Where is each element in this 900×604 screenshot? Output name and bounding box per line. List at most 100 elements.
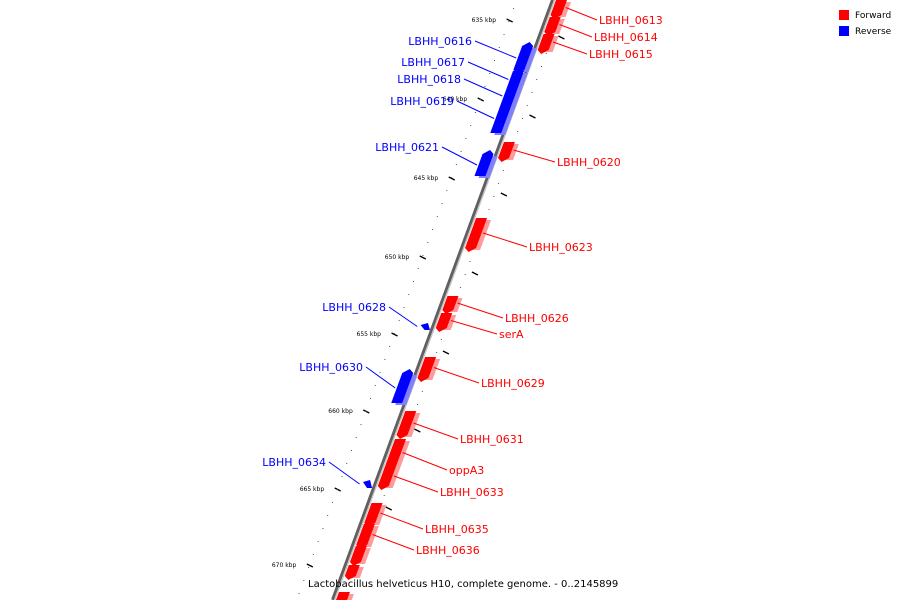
gene-leader-line: [365, 366, 396, 389]
tick-label: 665 kbp: [300, 486, 325, 493]
tick-label: 645 kbp: [414, 175, 439, 182]
minor-tick: [508, 21, 510, 22]
minor-tick: [322, 528, 324, 529]
minor-tick: [398, 320, 400, 321]
tick-label: 635 kbp: [472, 17, 497, 24]
gene-feature: [465, 218, 492, 252]
gene-label: LBHH_0629: [481, 377, 545, 390]
gene-label: LBHH_0623: [529, 241, 593, 254]
minor-tick: [517, 131, 519, 132]
tick-label: 650 kbp: [385, 254, 410, 261]
gene-leader-line: [513, 149, 556, 163]
minor-tick: [498, 183, 500, 184]
tick-mark: [306, 563, 314, 568]
legend-reverse-swatch: [839, 26, 849, 36]
minor-tick: [545, 53, 547, 54]
gene-features: [335, 0, 571, 604]
minor-tick: [469, 261, 471, 262]
minor-tick: [355, 437, 357, 438]
gene-feature: [498, 142, 519, 162]
minor-tick: [351, 450, 352, 451]
tick-label: 670 kbp: [272, 562, 297, 569]
minor-tick: [427, 242, 429, 243]
gene-feature: [442, 296, 463, 314]
minor-tick: [346, 463, 348, 464]
gene-feature: [420, 323, 430, 330]
gene-feature: [377, 466, 401, 490]
minor-tick: [312, 554, 314, 555]
minor-tick: [474, 112, 476, 113]
tick-label: 660 kbp: [328, 408, 353, 415]
minor-tick: [374, 385, 376, 386]
gene-leader-line: [457, 302, 504, 319]
minor-tick: [384, 359, 386, 360]
minor-tick: [464, 274, 466, 275]
legend-forward-swatch: [839, 10, 849, 20]
tick-mark: [448, 176, 456, 181]
minor-tick: [360, 424, 362, 425]
tick-mark: [391, 332, 398, 337]
gene-label: LBHH_0633: [440, 486, 504, 499]
gene-label: LBHH_0617: [401, 56, 465, 69]
tick-label: 655 kbp: [357, 331, 382, 338]
gene-leader-line: [474, 40, 517, 59]
gene-leader-line: [552, 41, 588, 55]
tick-mark: [419, 255, 427, 260]
gene-leader-line: [388, 306, 418, 327]
gene-label: serA: [499, 328, 524, 341]
minor-tick: [489, 73, 491, 74]
minor-tick: [336, 489, 338, 490]
gene-feature: [435, 313, 457, 332]
gene-feature: [335, 592, 354, 604]
gene-label: LBHH_0614: [594, 31, 658, 44]
minor-tick: [408, 294, 410, 295]
gene-label: LBHH_0630: [299, 361, 363, 374]
minor-tick: [488, 209, 490, 210]
gene-leader-line: [380, 512, 424, 530]
minor-tick: [389, 346, 391, 347]
minor-tick: [327, 515, 329, 516]
gene-leader-line: [456, 100, 495, 119]
gene-leader-line: [463, 78, 503, 97]
gene-feature: [344, 565, 364, 580]
legend-forward-label: Forward: [855, 11, 891, 21]
minor-tick: [365, 411, 367, 412]
minor-tick: [303, 580, 305, 581]
gene-leader-line: [565, 7, 598, 21]
minor-tick: [421, 391, 423, 392]
gene-label: LBHH_0635: [425, 523, 489, 536]
minor-tick: [317, 541, 319, 542]
minor-tick: [331, 502, 333, 503]
minor-tick: [432, 229, 434, 230]
gene-leader-line: [433, 367, 480, 384]
gene-label: LBHH_0619: [390, 95, 454, 108]
minor-tick: [531, 92, 533, 93]
minor-tick: [451, 177, 453, 178]
minor-tick: [526, 105, 528, 106]
gene-feature: [513, 42, 538, 72]
gene-label: oppA3: [449, 464, 484, 477]
gene-leader-line: [372, 534, 415, 551]
gene-feature: [537, 34, 559, 54]
legend-reverse-label: Reverse: [855, 27, 892, 37]
gene-leader-line: [467, 61, 509, 80]
gene-feature: [396, 411, 421, 439]
minor-tick: [298, 593, 300, 594]
minor-tick: [417, 268, 419, 269]
gene-feature: [417, 357, 441, 382]
minor-tick: [479, 99, 481, 100]
minor-tick: [503, 34, 505, 35]
minor-tick: [308, 567, 310, 568]
minor-tick: [379, 372, 381, 373]
tick-mark: [414, 428, 421, 433]
gene-label: LBHH_0626: [505, 312, 569, 325]
tick-label: 640 kbp: [443, 96, 468, 103]
gene-leader-line: [328, 461, 360, 485]
gene-label: LBHH_0631: [460, 433, 524, 446]
minor-tick: [446, 190, 448, 191]
minor-tick: [455, 164, 457, 165]
tick-mark: [500, 192, 508, 197]
minor-tick: [436, 216, 438, 217]
gene-feature: [490, 100, 516, 135]
